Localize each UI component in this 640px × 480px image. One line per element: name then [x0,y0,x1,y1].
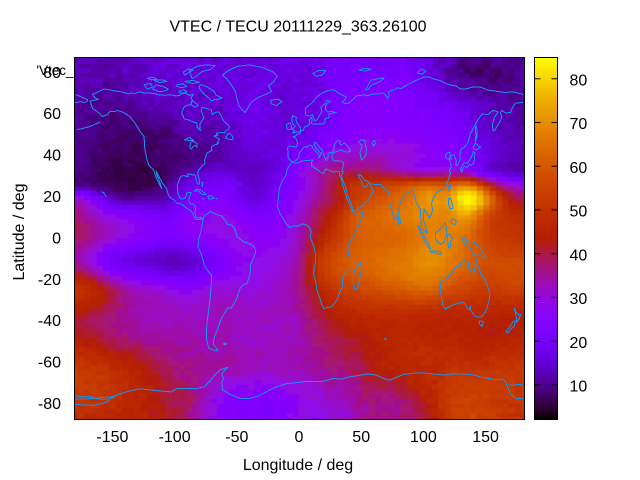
svg-text:-80: -80 [38,396,61,413]
svg-text:-50: -50 [225,429,248,446]
svg-text:VTEC / TECU 20111229_363.26100: VTEC / TECU 20111229_363.26100 [169,19,426,36]
svg-text:-40: -40 [38,313,61,330]
svg-text:40: 40 [43,148,61,165]
svg-text:0: 0 [295,429,304,446]
svg-text:40: 40 [570,247,588,264]
svg-text:80: 80 [570,73,588,90]
svg-text:50: 50 [570,204,588,221]
svg-text:60: 60 [570,160,588,177]
svg-text:80: 80 [43,65,61,82]
svg-text:10: 10 [570,379,588,396]
svg-text:'Vtec_: 'Vtec_ [36,63,74,78]
svg-text:150: 150 [472,429,499,446]
svg-text:-150: -150 [96,429,128,446]
svg-text:-60: -60 [38,355,61,372]
svg-text:Longitude / deg: Longitude / deg [243,457,353,474]
svg-text:20: 20 [43,189,61,206]
svg-text:30: 30 [570,291,588,308]
svg-text:0: 0 [52,230,61,247]
svg-text:Latitude / deg: Latitude / deg [11,184,28,281]
svg-text:20: 20 [570,335,588,352]
svg-text:60: 60 [43,106,61,123]
svg-text:100: 100 [410,429,437,446]
svg-text:50: 50 [352,429,370,446]
svg-text:-100: -100 [159,429,191,446]
svg-text:70: 70 [570,116,588,133]
svg-text:-20: -20 [38,272,61,289]
